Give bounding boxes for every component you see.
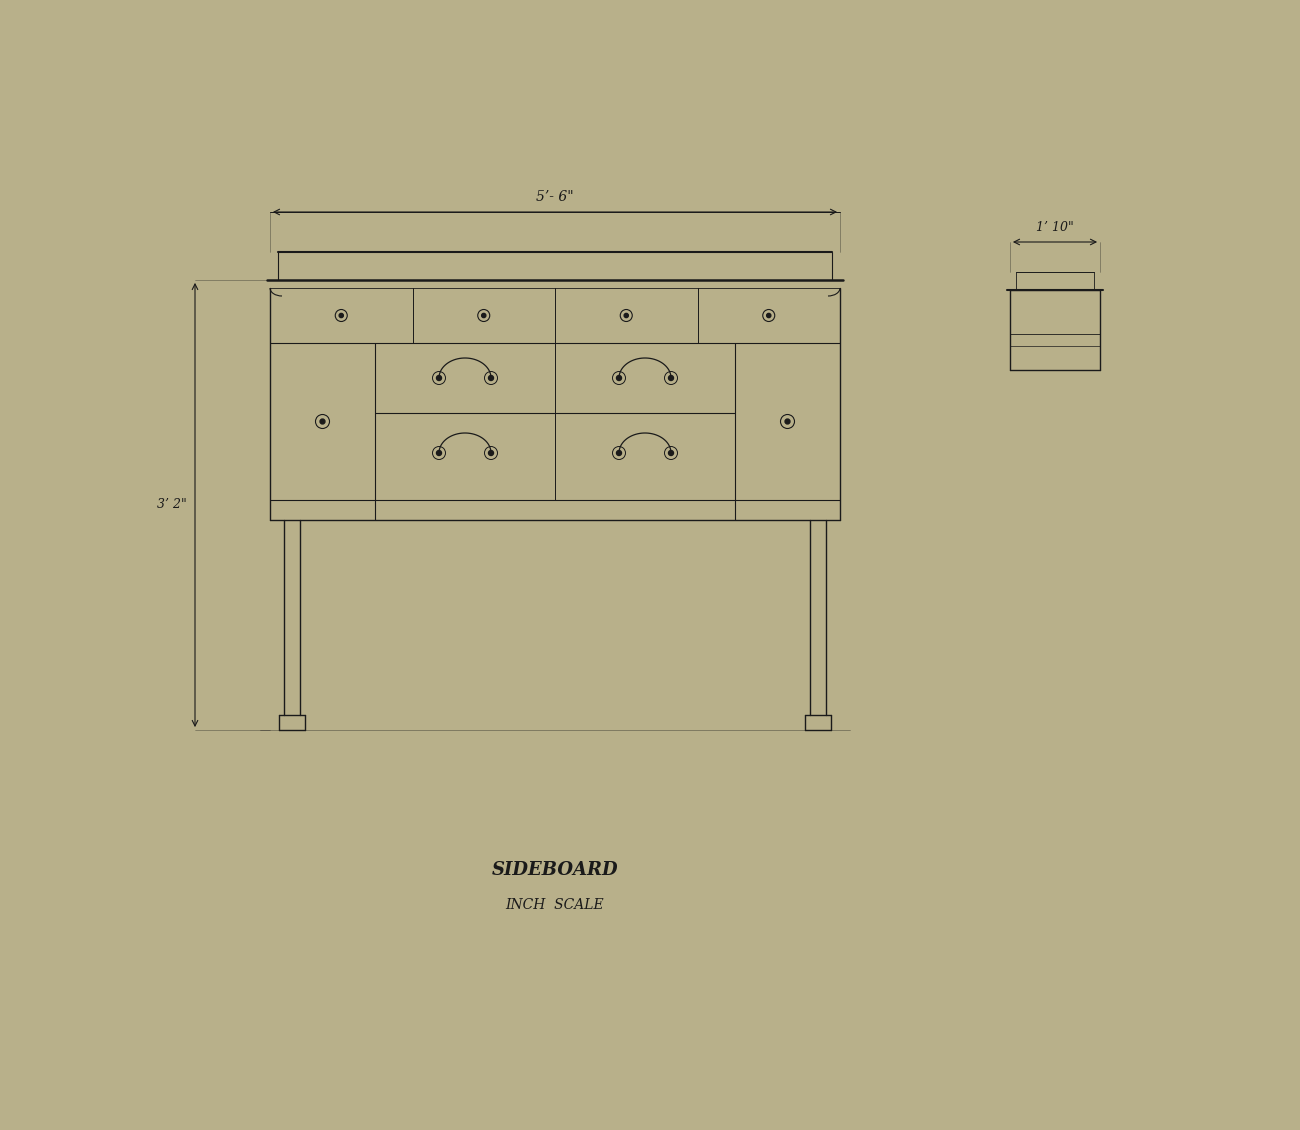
Circle shape: [624, 313, 628, 318]
Circle shape: [668, 375, 673, 381]
Circle shape: [437, 375, 442, 381]
Circle shape: [785, 419, 790, 424]
Text: SIDEBOARD: SIDEBOARD: [491, 861, 619, 879]
Circle shape: [489, 375, 494, 381]
Circle shape: [668, 451, 673, 455]
Circle shape: [320, 419, 325, 424]
Circle shape: [616, 451, 621, 455]
Text: 5’- 6": 5’- 6": [536, 190, 573, 205]
Text: INCH  SCALE: INCH SCALE: [506, 898, 604, 912]
Circle shape: [767, 313, 771, 318]
Circle shape: [616, 375, 621, 381]
Circle shape: [339, 313, 343, 318]
Circle shape: [489, 451, 494, 455]
Circle shape: [481, 313, 486, 318]
Text: 3’ 2": 3’ 2": [157, 498, 187, 512]
Circle shape: [437, 451, 442, 455]
Text: 1’ 10": 1’ 10": [1036, 221, 1074, 234]
